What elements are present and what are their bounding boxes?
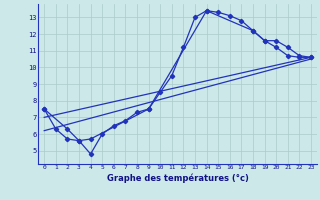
X-axis label: Graphe des températures (°c): Graphe des températures (°c): [107, 173, 249, 183]
